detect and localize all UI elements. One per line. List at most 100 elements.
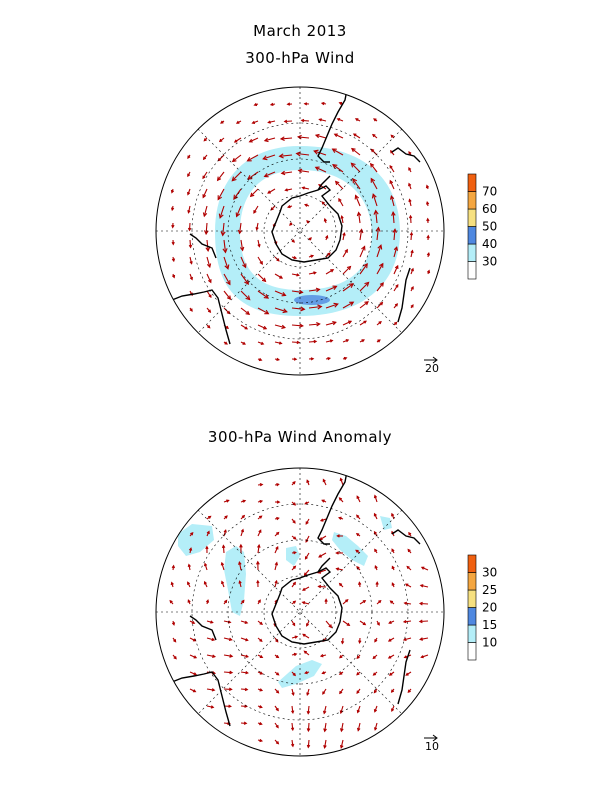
- wind-vector-head: [259, 515, 263, 519]
- wind-vector: [223, 273, 231, 285]
- wind-vector: [332, 164, 344, 173]
- wind-vector-head: [259, 261, 263, 266]
- wind-vector-head: [346, 265, 352, 271]
- wind-vector-head: [350, 162, 356, 168]
- colorbar-swatch: [467, 208, 477, 227]
- wind-vector-head: [377, 339, 381, 343]
- wind-vector: [236, 205, 242, 217]
- wind-vector: [223, 290, 231, 300]
- wind-vector-head: [374, 548, 378, 552]
- wind-vector-head: [292, 581, 296, 586]
- wind-vector-head: [407, 548, 411, 553]
- south-america-coast: [317, 468, 349, 545]
- wind-vector-head: [216, 176, 222, 182]
- wind-vector: [358, 212, 361, 224]
- wind-vector: [238, 561, 242, 571]
- wind-vector-head: [226, 295, 232, 300]
- wind-vector: [308, 272, 316, 275]
- wind-vector-head: [303, 102, 308, 106]
- wind-vector-head: [243, 721, 248, 725]
- wind-vector-head: [189, 308, 193, 312]
- wind-vector-head: [352, 133, 357, 137]
- wind-vector-head: [292, 480, 296, 485]
- wind-vector: [308, 323, 320, 326]
- wind-vector-head: [275, 741, 280, 745]
- wind-vector-head: [313, 271, 317, 275]
- wind-vector-head: [257, 244, 261, 248]
- wind-vector-head: [372, 672, 377, 676]
- wind-vector-head: [339, 477, 343, 482]
- wind-vector-head: [333, 133, 338, 138]
- wind-vector: [389, 180, 395, 190]
- wind-vector-head: [231, 157, 237, 163]
- wind-vector-head: [378, 320, 382, 325]
- wind-vector-head: [278, 341, 283, 345]
- wind-vector-head: [403, 655, 408, 659]
- antarctica-coast: [271, 567, 343, 645]
- wind-vector-head: [426, 234, 430, 239]
- wind-vector-head: [212, 654, 217, 659]
- wind-vector-head: [373, 209, 379, 215]
- wind-vector-head: [328, 624, 333, 629]
- wind-vector: [371, 149, 378, 156]
- wind-vector-head: [205, 247, 211, 253]
- wind-vector-head: [187, 227, 192, 232]
- wind-vector-head: [356, 655, 360, 660]
- wind-vector-head: [203, 230, 209, 236]
- wind-vector: [342, 233, 345, 241]
- wind-vector-head: [286, 205, 291, 209]
- wind-vector: [240, 654, 249, 658]
- wind-vector-head: [210, 620, 214, 624]
- wind-vector-head: [304, 671, 308, 675]
- wind-vector: [342, 283, 354, 292]
- wind-vector-head: [290, 743, 295, 748]
- wind-vector-head: [391, 211, 396, 216]
- wind-vector-head: [226, 280, 231, 286]
- wind-vector-head: [258, 529, 262, 533]
- wind-vector-head: [296, 273, 300, 277]
- wind-vector: [355, 195, 361, 207]
- wind-vector-head: [405, 672, 409, 676]
- wind-vector-head: [389, 194, 395, 200]
- wind-vector-head: [291, 710, 295, 715]
- wind-vector-head: [173, 656, 177, 660]
- wind-vector-head: [408, 531, 412, 536]
- wind-vector-head: [394, 264, 399, 270]
- wind-vector-head: [187, 210, 191, 214]
- wind-vector-head: [331, 148, 337, 153]
- wind-vector-head: [248, 138, 253, 143]
- wind-vector-head: [238, 560, 242, 565]
- wind-vector-head: [356, 709, 360, 714]
- wind-vector-head: [406, 565, 410, 569]
- wind-vector-head: [276, 482, 280, 487]
- wind-vector: [240, 307, 250, 315]
- wind-vector-head: [347, 320, 353, 325]
- wind-vector-head: [318, 118, 322, 122]
- wind-vector-head: [356, 727, 361, 732]
- wind-vector-head: [191, 620, 196, 624]
- wind-vector-head: [344, 248, 348, 253]
- wind-vector-head: [293, 652, 298, 657]
- wind-vector-head: [300, 118, 305, 123]
- anomaly-shading-5: [380, 516, 392, 530]
- wind-vector-head: [275, 654, 280, 659]
- wind-vector-head: [281, 291, 287, 297]
- wind-vector: [231, 171, 242, 182]
- wind-vector-head: [267, 120, 271, 124]
- wind-vector-head: [257, 599, 261, 603]
- wind-vector: [257, 290, 269, 299]
- wind-vector-head: [203, 138, 207, 142]
- colorbar-swatch: [467, 607, 477, 626]
- wind-vector: [284, 120, 293, 123]
- wind-vector-head: [372, 655, 376, 660]
- wind-vector: [250, 188, 259, 197]
- wind-vector-head: [276, 516, 280, 521]
- wind-vector-head: [258, 357, 263, 362]
- wind-vector: [219, 205, 225, 218]
- wind-vector-head: [224, 515, 228, 519]
- wind-vector: [342, 620, 350, 626]
- wind-vector: [340, 478, 344, 486]
- wind-vector: [332, 148, 344, 156]
- antarctica-coast: [271, 185, 343, 263]
- wind-vector-head: [339, 655, 343, 659]
